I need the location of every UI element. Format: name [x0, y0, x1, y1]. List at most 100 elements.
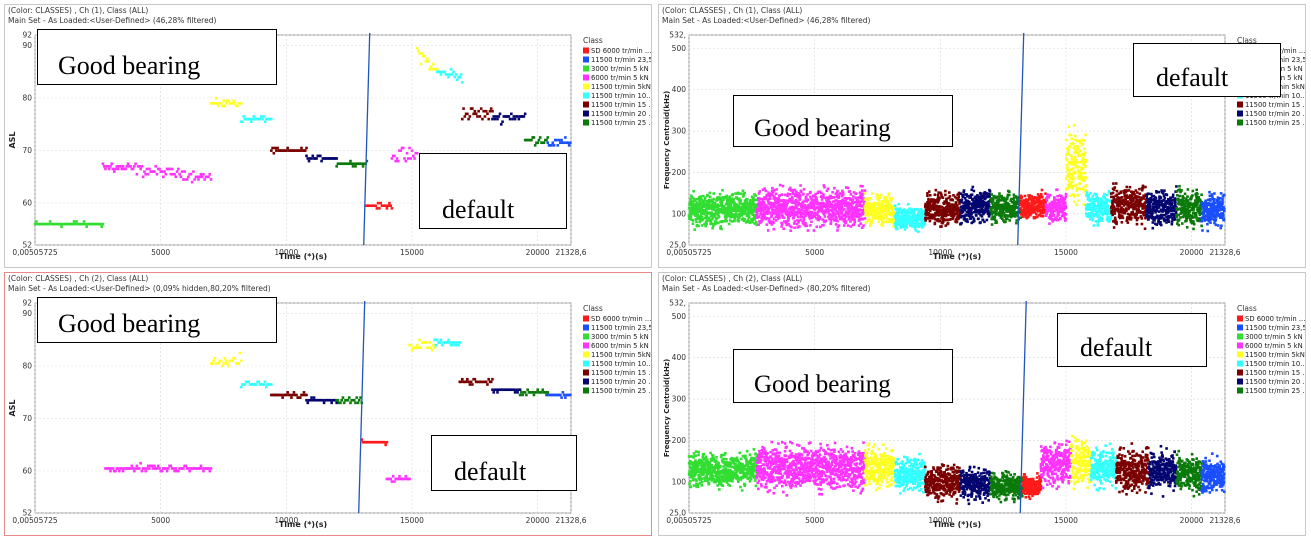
data-point — [804, 195, 808, 199]
data-point — [1050, 212, 1053, 216]
data-point — [1112, 188, 1116, 191]
data-point — [733, 217, 737, 221]
data-point — [846, 186, 850, 190]
data-point — [804, 214, 807, 218]
data-point — [869, 223, 872, 227]
data-point — [822, 223, 825, 227]
data-point — [947, 208, 951, 211]
data-point — [954, 208, 958, 212]
data-point — [1185, 225, 1189, 229]
data-point — [798, 225, 801, 228]
data-point — [1176, 207, 1179, 211]
data-point — [923, 214, 926, 218]
data-point — [1085, 193, 1089, 197]
data-point — [1125, 194, 1129, 197]
data-point — [1198, 219, 1201, 223]
data-point — [251, 117, 254, 121]
data-point — [1008, 219, 1011, 222]
data-point — [695, 220, 698, 224]
data-point — [841, 193, 845, 196]
data-point — [862, 224, 865, 227]
data-point — [1009, 199, 1013, 202]
data-point — [1105, 207, 1109, 211]
data-point — [805, 208, 809, 212]
data-point — [1129, 201, 1132, 205]
data-point — [1039, 201, 1042, 205]
data-point — [761, 188, 765, 191]
data-point — [1035, 212, 1038, 216]
data-point — [954, 218, 958, 221]
data-point — [801, 222, 805, 225]
data-point — [1065, 158, 1069, 162]
data-point — [1081, 176, 1085, 180]
data-point — [1174, 203, 1177, 207]
data-point — [1050, 204, 1054, 208]
data-point — [1109, 217, 1113, 221]
data-point — [812, 198, 815, 202]
data-point — [1179, 212, 1183, 215]
data-point — [883, 195, 886, 199]
data-point — [1038, 197, 1041, 200]
data-point — [776, 209, 780, 213]
data-point — [419, 62, 423, 66]
data-point — [858, 213, 861, 216]
data-point — [885, 196, 888, 199]
data-point — [379, 201, 382, 205]
data-point — [849, 225, 853, 228]
data-point — [853, 214, 856, 217]
data-point — [350, 162, 354, 166]
data-point — [971, 215, 974, 219]
data-point — [946, 218, 950, 222]
data-point — [965, 202, 969, 205]
data-point — [754, 194, 757, 197]
data-point — [797, 220, 800, 224]
data-point — [193, 178, 196, 181]
data-point — [754, 208, 757, 212]
data-point — [1067, 179, 1070, 183]
data-point — [981, 196, 985, 200]
data-point — [936, 213, 939, 217]
data-point — [1181, 215, 1185, 219]
data-point — [896, 212, 899, 215]
data-point — [1123, 189, 1127, 192]
data-point — [1064, 201, 1067, 205]
data-point — [99, 222, 102, 226]
data-point — [802, 218, 806, 222]
data-point — [741, 217, 745, 220]
data-point — [892, 218, 895, 222]
data-point — [866, 204, 870, 207]
data-point — [1073, 155, 1077, 159]
data-point — [939, 209, 943, 213]
x-tick-label: 5000 — [151, 248, 170, 257]
data-point — [1049, 215, 1053, 218]
data-point — [1071, 167, 1075, 170]
data-point — [885, 204, 889, 207]
data-point — [897, 214, 900, 217]
data-point — [1163, 189, 1166, 192]
data-point — [101, 162, 105, 166]
data-point — [1181, 198, 1184, 201]
data-point — [827, 203, 831, 207]
data-point — [1091, 218, 1095, 222]
data-point — [764, 189, 768, 193]
data-point — [712, 214, 715, 218]
data-point — [884, 216, 888, 219]
data-point — [1100, 199, 1104, 203]
data-point — [714, 220, 718, 223]
data-point — [844, 201, 847, 205]
data-point — [1089, 192, 1092, 195]
data-point — [994, 196, 998, 200]
data-point — [689, 194, 693, 198]
data-point — [1078, 171, 1082, 175]
data-point — [965, 194, 969, 198]
data-point — [964, 213, 968, 216]
data-point — [825, 207, 828, 210]
data-point — [990, 197, 993, 200]
data-point — [1128, 196, 1132, 200]
data-point — [835, 191, 839, 194]
data-point — [139, 167, 142, 171]
data-point — [891, 221, 895, 225]
data-point — [1064, 219, 1067, 222]
data-point — [977, 217, 980, 220]
data-point — [1059, 204, 1063, 208]
